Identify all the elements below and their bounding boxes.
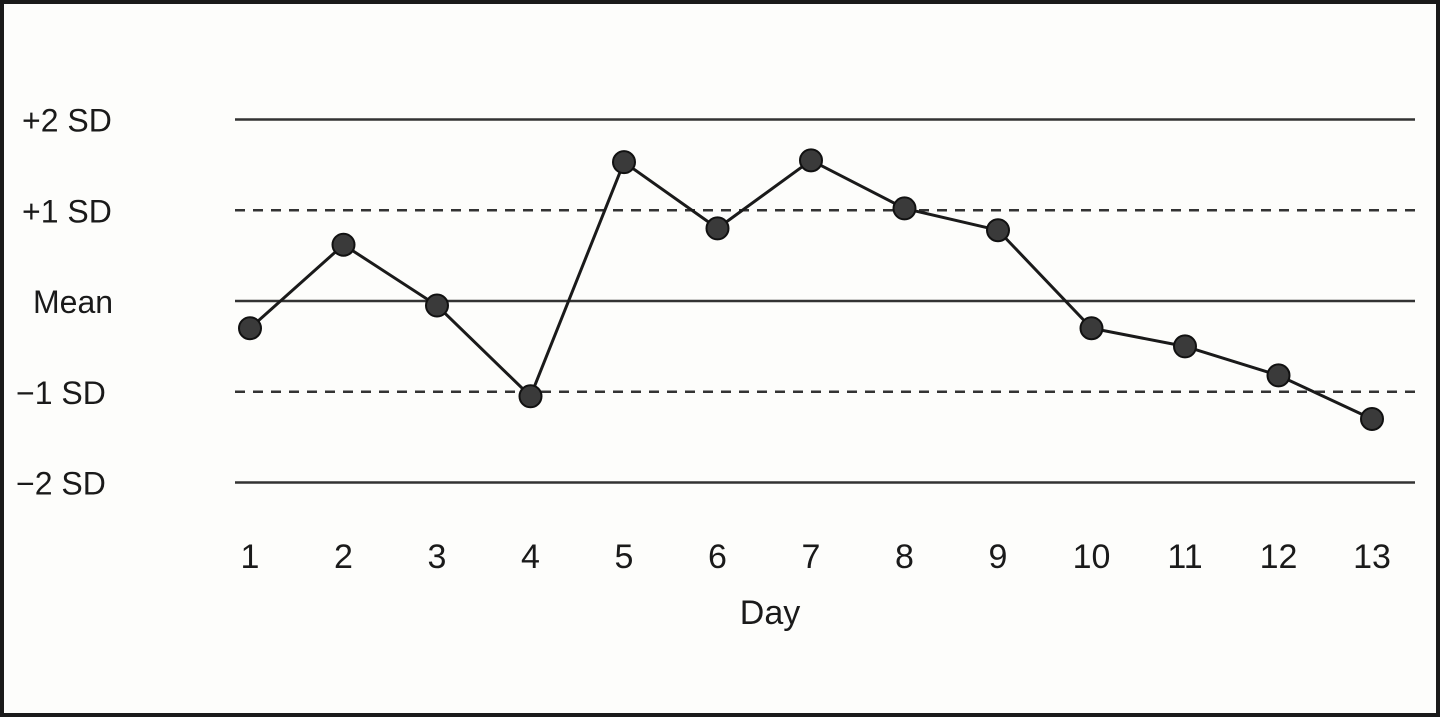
x-tick-label: 12 — [1260, 538, 1298, 576]
x-tick-label: 11 — [1167, 538, 1202, 576]
data-point-day-2 — [331, 232, 356, 257]
y-label--1-sd: +1 SD — [22, 193, 112, 229]
x-axis-label: Day — [740, 594, 800, 632]
x-tick-labels: 1 2 3 4 5 6 7 8 9 10 11 12 13 — [241, 538, 1391, 576]
x-tick-label: 8 — [895, 538, 914, 576]
data-point-day-9 — [986, 218, 1010, 243]
reference-lines: +2 SD +1 SD Mean −1 SD −2 SD — [16, 103, 1415, 502]
data-point-day-7 — [799, 148, 823, 173]
data-point-day-4 — [518, 384, 543, 409]
data-series — [238, 148, 1384, 431]
x-tick-label: 6 — [708, 538, 727, 576]
y-label--1-sd: −1 SD — [16, 375, 106, 411]
data-point-day-11 — [1173, 334, 1197, 359]
data-point-day-12 — [1266, 363, 1291, 388]
x-tick-label: 1 — [241, 538, 260, 576]
x-tick-label: 13 — [1353, 538, 1391, 576]
x-tick-label: 10 — [1073, 538, 1111, 576]
data-point-day-1 — [238, 316, 262, 341]
x-tick-label: 3 — [428, 538, 447, 576]
data-point-day-10 — [1079, 316, 1104, 341]
y-label--2-sd: −2 SD — [16, 466, 106, 502]
x-tick-label: 7 — [802, 538, 821, 576]
data-point-day-6 — [705, 216, 730, 241]
data-point-day-13 — [1360, 406, 1384, 431]
y-label-mean: Mean — [33, 284, 113, 320]
data-point-day-3 — [425, 293, 449, 318]
x-tick-label: 2 — [334, 538, 353, 576]
x-tick-label: 9 — [989, 538, 1008, 576]
x-tick-label: 5 — [615, 538, 634, 576]
data-point-day-5 — [612, 150, 636, 175]
y-label--2-sd: +2 SD — [22, 103, 112, 139]
series-line — [249, 158, 1373, 421]
x-tick-label: 4 — [521, 538, 540, 576]
data-point-day-8 — [892, 196, 917, 221]
